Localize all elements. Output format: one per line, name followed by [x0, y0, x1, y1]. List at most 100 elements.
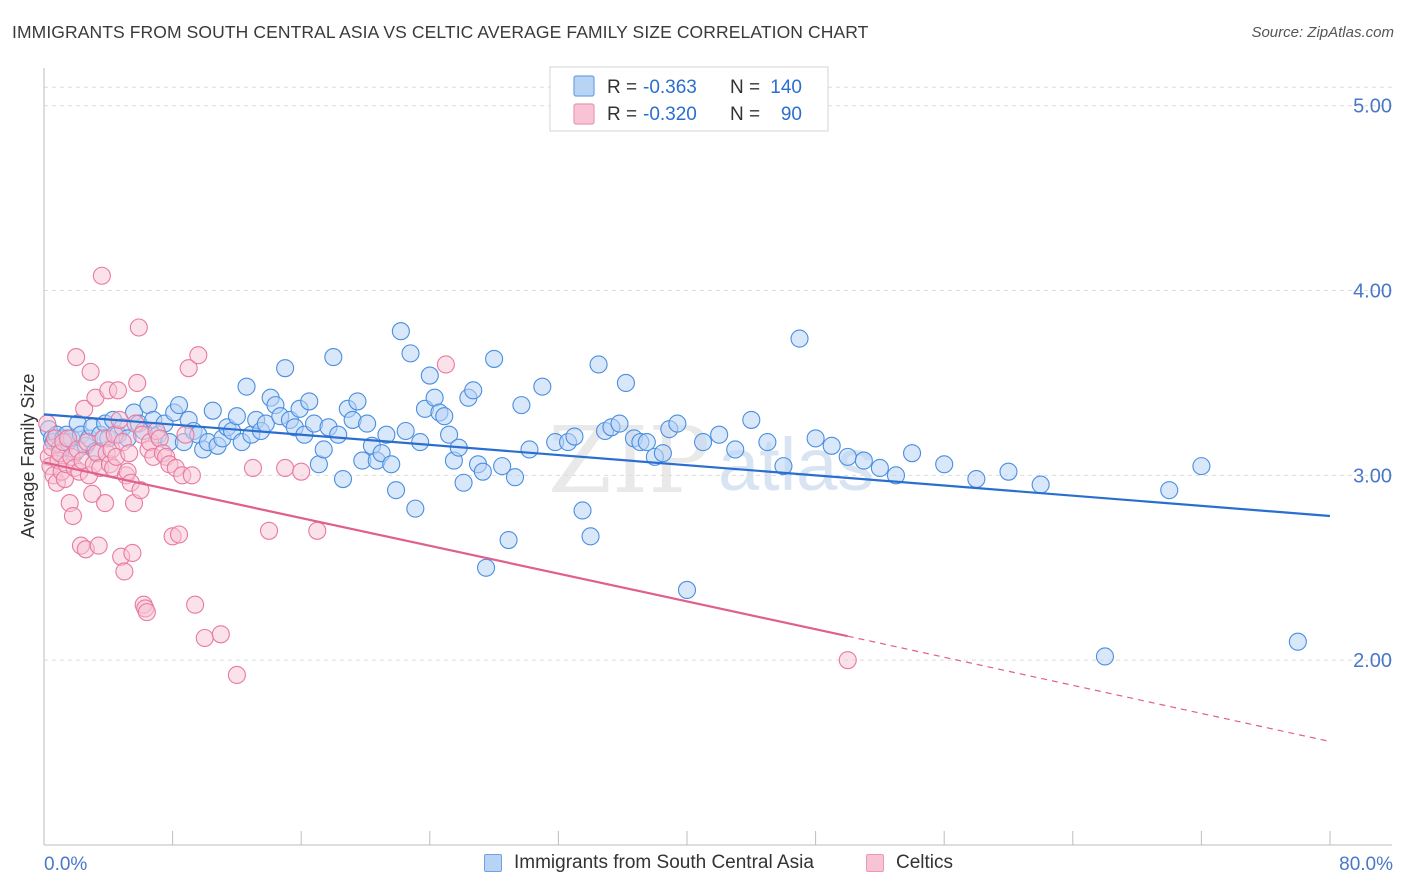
point-celtics-77 — [182, 466, 201, 485]
point-celtics-57 — [129, 318, 148, 337]
point-immigrants-135 — [935, 455, 954, 474]
point-immigrants-124 — [742, 410, 761, 429]
point-celtics-53 — [123, 543, 142, 563]
point-immigrants-121 — [694, 433, 713, 452]
point-celtics-80 — [195, 628, 214, 648]
point-celtics-56 — [128, 373, 147, 393]
gridlines — [44, 86, 1392, 661]
point-immigrants-99 — [505, 468, 525, 487]
point-immigrants-130 — [838, 447, 857, 466]
point-immigrants-107 — [581, 527, 600, 546]
point-immigrants-95 — [473, 462, 492, 481]
point-immigrants-112 — [616, 373, 635, 393]
point-celtics-86 — [292, 462, 311, 481]
point-celtics-0 — [38, 414, 57, 433]
legend-swatch-blue — [573, 75, 595, 97]
point-immigrants-106 — [573, 501, 592, 520]
y-tick-label-2: 4.00 — [1353, 281, 1392, 303]
point-immigrants-131 — [854, 451, 873, 470]
point-celtics-88 — [436, 355, 455, 374]
source-credit: Source: ZipAtlas.com — [1251, 24, 1394, 41]
x-tick-label-0: 0.0% — [44, 854, 87, 875]
series-legend: Immigrants from South Central Asia Celti… — [0, 850, 1406, 880]
point-immigrants-69 — [348, 392, 367, 411]
point-immigrants-62 — [314, 440, 333, 459]
point-celtics-82 — [227, 665, 246, 685]
point-immigrants-93 — [464, 381, 483, 400]
y-tick-label-0: 2.00 — [1353, 650, 1392, 672]
point-immigrants-127 — [790, 329, 809, 348]
point-immigrants-77 — [386, 481, 406, 500]
point-immigrants-54 — [276, 359, 295, 378]
series-celtics-points — [38, 266, 857, 685]
legend-r-value-1: -0.363 — [643, 77, 697, 98]
legend-swatch-celtics — [866, 854, 884, 872]
point-celtics-73 — [169, 525, 189, 544]
point-immigrants-143 — [477, 558, 496, 577]
point-immigrants-136 — [967, 470, 986, 489]
point-immigrants-125 — [758, 433, 777, 452]
trendline-celtics — [43, 461, 848, 638]
point-celtics-62 — [137, 603, 156, 622]
point-immigrants-64 — [324, 348, 343, 367]
point-immigrants-132 — [870, 458, 889, 478]
point-celtics-81 — [211, 625, 230, 644]
legend-r-label-2: R = — [607, 104, 637, 125]
legend-label-celtics: Celtics — [896, 852, 954, 873]
point-celtics-83 — [243, 458, 263, 478]
point-celtics-87 — [308, 521, 327, 540]
point-immigrants-91 — [454, 473, 473, 492]
point-immigrants-101 — [520, 440, 539, 459]
point-immigrants-84 — [420, 366, 439, 385]
y-tick-label-1: 3.00 — [1353, 465, 1392, 487]
point-celtics-67 — [150, 429, 169, 448]
legend-n-label-2: N = — [730, 104, 760, 125]
point-celtics-44 — [108, 381, 127, 400]
point-immigrants-75 — [377, 425, 396, 444]
legend-n-value-2: 90 — [781, 104, 802, 125]
point-immigrants-120 — [677, 580, 697, 599]
point-celtics-75 — [176, 425, 195, 444]
legend-label-immigrants: Immigrants from South Central Asia — [514, 852, 814, 873]
point-immigrants-65 — [329, 425, 348, 444]
correlation-legend: R = -0.363 N = 140 R = -0.320 N = 90 — [549, 66, 829, 132]
point-immigrants-87 — [435, 407, 454, 426]
point-immigrants-78 — [391, 322, 410, 341]
legend-item-immigrants[interactable]: Immigrants from South Central Asia — [484, 852, 814, 874]
point-celtics-18 — [67, 348, 86, 367]
point-immigrants-139 — [1095, 647, 1114, 666]
point-celtics-27 — [81, 362, 100, 381]
legend-r-value-2: -0.320 — [643, 104, 697, 125]
point-immigrants-140 — [1160, 481, 1179, 500]
point-immigrants-46 — [237, 377, 256, 396]
point-immigrants-128 — [806, 429, 825, 448]
legend-r-label-1: R = — [607, 77, 637, 98]
point-celtics-58 — [131, 481, 150, 500]
point-immigrants-98 — [499, 530, 518, 550]
point-immigrants-80 — [401, 344, 420, 363]
point-immigrants-96 — [485, 349, 504, 368]
point-celtics-32 — [89, 536, 108, 555]
point-immigrants-32 — [169, 396, 189, 415]
point-immigrants-82 — [411, 433, 430, 452]
legend-item-celtics[interactable]: Celtics — [866, 852, 953, 874]
tick-labels: 2.00 3.00 4.00 5.00 0.0% 80.0% — [44, 96, 1393, 875]
point-immigrants-102 — [533, 377, 552, 396]
point-immigrants-123 — [726, 440, 745, 459]
trendline-immigrants — [43, 413, 1331, 518]
legend-n-value-1: 140 — [770, 77, 802, 98]
point-immigrants-134 — [902, 444, 922, 463]
point-celtics-76 — [179, 359, 198, 378]
point-celtics-78 — [186, 595, 205, 614]
point-celtics-28 — [83, 484, 102, 503]
point-immigrants-76 — [382, 455, 401, 474]
point-immigrants-44 — [227, 407, 246, 426]
point-immigrants-71 — [358, 414, 377, 433]
point-celtics-79 — [189, 346, 208, 365]
point-immigrants-133 — [886, 466, 906, 485]
point-immigrants-119 — [668, 414, 687, 433]
point-immigrants-138 — [1031, 475, 1050, 494]
point-immigrants-137 — [999, 462, 1018, 481]
point-celtics-36 — [96, 494, 115, 513]
